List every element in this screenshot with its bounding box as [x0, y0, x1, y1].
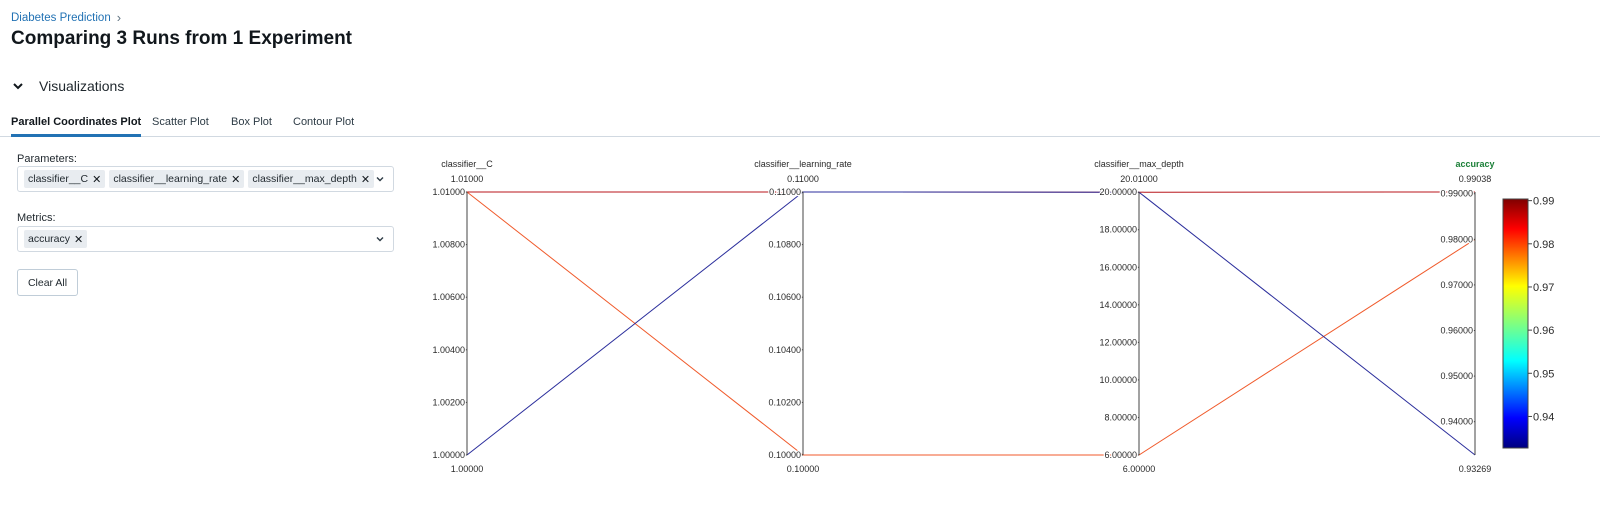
- axis-tick-label: 6.00000: [1104, 450, 1137, 460]
- axis-tick-label: 1.00200: [432, 397, 465, 407]
- axis-tick-label: 0.99000: [1440, 189, 1473, 199]
- breadcrumb: Diabetes Prediction ›: [11, 10, 121, 25]
- metrics-label: Metrics:: [17, 212, 56, 224]
- axis-min-label: 0.93269: [1459, 464, 1492, 474]
- section-title: Visualizations: [39, 78, 125, 94]
- axis-tick-label: 1.00800: [432, 240, 465, 250]
- close-icon[interactable]: ✕: [360, 173, 371, 186]
- parameters-label: Parameters:: [17, 153, 77, 165]
- axis-min-label: 0.10000: [787, 464, 820, 474]
- chevron-down-icon[interactable]: [375, 234, 385, 244]
- axis-max-label: 0.11000: [787, 174, 819, 184]
- axis-tick-label: 14.00000: [1099, 300, 1137, 310]
- parameter-chip: classifier__C ✕: [24, 170, 106, 188]
- plot-tabs: Parallel Coordinates Plot Scatter Plot B…: [0, 110, 1600, 137]
- colorbar-tick-label: 0.96: [1533, 325, 1554, 337]
- axis-tick-label: 1.00000: [432, 450, 465, 460]
- page-title: Comparing 3 Runs from 1 Experiment: [11, 28, 353, 49]
- parameter-chip: classifier__max_depth ✕: [248, 170, 375, 188]
- axis-tick-label: 0.10000: [768, 450, 801, 460]
- chevron-down-icon[interactable]: [375, 174, 385, 184]
- tab-contour-plot[interactable]: Contour Plot: [293, 116, 355, 128]
- axis-tick-label: 20.00000: [1099, 187, 1137, 197]
- axis-tick-label: 1.01000: [432, 187, 465, 197]
- axis-max-label: 20.01000: [1120, 174, 1158, 184]
- axis-tick-label: 0.10400: [768, 345, 801, 355]
- axis-tick-label: 0.10800: [768, 240, 801, 250]
- colorbar-tick-label: 0.97: [1533, 282, 1554, 294]
- axis-min-label: 6.00000: [1123, 464, 1156, 474]
- metric-chip: accuracy ✕: [24, 230, 88, 248]
- chip-label: classifier__C: [28, 173, 89, 185]
- axis-max-label: 1.01000: [451, 174, 484, 184]
- run-line-3[interactable]: [466, 191, 1476, 456]
- colorbar-tick-label: 0.95: [1533, 368, 1554, 380]
- colorbar-tick-label: 0.98: [1533, 239, 1554, 251]
- colorbar-tick-label: 0.99: [1533, 196, 1554, 208]
- parameters-select[interactable]: classifier__C ✕ classifier__learning_rat…: [17, 166, 394, 192]
- colorbar-tick-label: 0.94: [1533, 411, 1554, 423]
- metrics-select[interactable]: accuracy ✕: [17, 226, 394, 252]
- axis-tick-label: 0.98000: [1440, 234, 1473, 244]
- chip-label: classifier__learning_rate: [113, 173, 228, 185]
- clear-all-button[interactable]: Clear All: [17, 269, 78, 296]
- visualizations-section-toggle[interactable]: Visualizations: [11, 78, 124, 94]
- axis-tick-label: 18.00000: [1099, 225, 1137, 235]
- breadcrumb-link[interactable]: Diabetes Prediction: [11, 11, 111, 24]
- parameter-chip: classifier__learning_rate ✕: [109, 170, 245, 188]
- axis-max-label: 0.99038: [1459, 174, 1492, 184]
- axis-title[interactable]: accuracy: [1455, 159, 1494, 169]
- axis-tick-label: 10.00000: [1099, 375, 1137, 385]
- axis-tick-label: 0.97000: [1440, 280, 1473, 290]
- axis-tick-label: 0.95000: [1440, 371, 1473, 381]
- close-icon[interactable]: ✕: [74, 233, 84, 246]
- run-line-2[interactable]: [466, 191, 1476, 456]
- tab-parallel-coordinates[interactable]: Parallel Coordinates Plot: [11, 116, 142, 137]
- axis-tick-label: 0.96000: [1440, 325, 1473, 335]
- axis-tick-label: 0.10600: [768, 292, 801, 302]
- close-icon[interactable]: ✕: [92, 173, 102, 186]
- axis-tick-label: 0.10200: [768, 397, 801, 407]
- close-icon[interactable]: ✕: [231, 173, 241, 186]
- tab-box-plot[interactable]: Box Plot: [231, 116, 272, 128]
- axis-title[interactable]: classifier__max_depth: [1094, 159, 1184, 169]
- axis-title[interactable]: classifier__learning_rate: [754, 159, 852, 169]
- axis-tick-label: 0.11000: [769, 187, 801, 197]
- chevron-down-icon[interactable]: [11, 79, 25, 93]
- colorbar: [1502, 198, 1529, 449]
- axis-tick-label: 12.00000: [1099, 337, 1137, 347]
- axis-title[interactable]: classifier__C: [441, 159, 493, 169]
- axis-tick-label: 0.94000: [1440, 417, 1473, 427]
- axis-tick-label: 16.00000: [1099, 262, 1137, 272]
- chip-label: accuracy: [28, 233, 71, 245]
- breadcrumb-separator: ›: [116, 10, 122, 25]
- chip-label: classifier__max_depth: [252, 173, 357, 185]
- axis-tick-label: 1.00400: [432, 345, 465, 355]
- axis-tick-label: 1.00600: [432, 292, 465, 302]
- axis-min-label: 1.00000: [451, 464, 484, 474]
- tab-scatter-plot[interactable]: Scatter Plot: [152, 116, 209, 128]
- axis-tick-label: 8.00000: [1104, 412, 1137, 422]
